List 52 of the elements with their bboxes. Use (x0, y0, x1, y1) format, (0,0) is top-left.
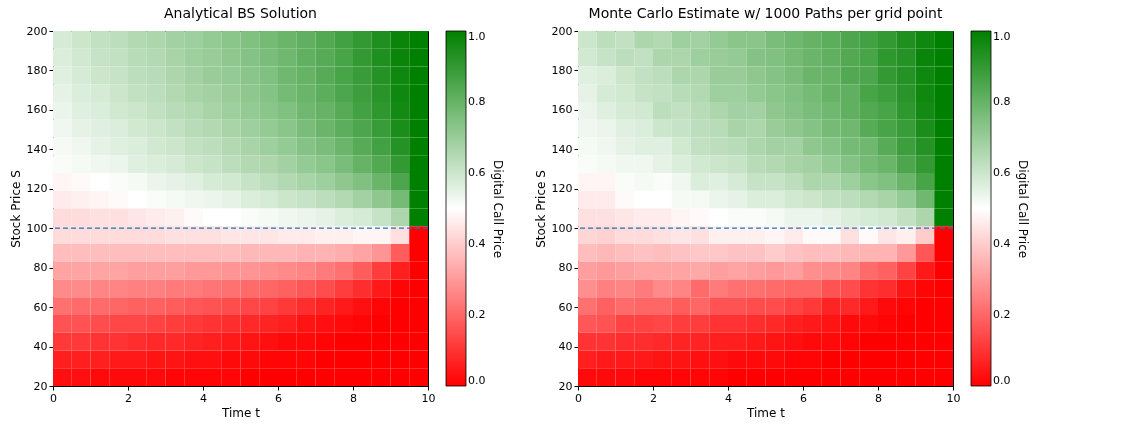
color-bar-title: Digital Call Price (1016, 159, 1030, 259)
y-tick-label: 120 (26, 182, 48, 196)
y-tick-label: 40 (33, 340, 48, 354)
color-bar-label: 0.0 (993, 374, 1011, 387)
color-bar-label: 0.0 (468, 374, 486, 387)
x-tick-label: 10 (421, 391, 436, 405)
y-tick-label: 140 (551, 142, 573, 156)
y-tick-label: 160 (551, 103, 573, 117)
y-tick-label: 80 (558, 261, 573, 275)
y-axis-title: Stock Price S (533, 170, 548, 248)
y-tick-label: 20 (33, 379, 48, 393)
y-tick-label: 180 (26, 63, 48, 77)
x-tick-label: 8 (875, 391, 882, 405)
color-bar-label: 1.0 (468, 30, 486, 43)
y-tick-label: 80 (33, 261, 48, 275)
y-tick-label: 120 (551, 182, 573, 196)
y-tick-label: 180 (551, 63, 573, 77)
x-tick-label: 0 (50, 391, 57, 405)
y-tick-label: 100 (551, 221, 573, 235)
color-bar-label: 0.6 (468, 166, 486, 179)
y-tick-label: 140 (26, 142, 48, 156)
x-tick-label: 6 (275, 391, 282, 405)
y-tick-label: 160 (26, 103, 48, 117)
y-tick-label: 20 (558, 379, 573, 393)
color-bar-label: 0.4 (993, 237, 1011, 250)
x-tick-label: 4 (725, 391, 732, 405)
color-bar-label: 0.2 (993, 308, 1011, 321)
chart-title: Monte Carlo Estimate w/ 1000 Paths per grid point (588, 5, 943, 21)
x-tick-label: 0 (575, 391, 582, 405)
y-tick-label: 60 (558, 300, 573, 314)
x-tick-label: 10 (946, 391, 961, 405)
y-tick-label: 200 (26, 24, 48, 38)
x-axis-title: Time t (746, 405, 786, 420)
color-bar-label: 0.4 (468, 237, 486, 250)
color-bar-label: 0.8 (993, 95, 1011, 108)
color-bar-label: 0.2 (468, 308, 486, 321)
y-tick-label: 60 (33, 300, 48, 314)
x-tick-label: 2 (125, 391, 132, 405)
y-axis-title: Stock Price S (8, 170, 23, 248)
chart-title: Analytical BS Solution (164, 5, 317, 21)
y-tick-label: 200 (551, 24, 573, 38)
x-tick-label: 8 (350, 391, 357, 405)
color-bar-title: Digital Call Price (491, 159, 505, 259)
x-tick-label: 2 (650, 391, 657, 405)
y-tick-label: 100 (26, 221, 48, 235)
x-tick-label: 4 (200, 391, 207, 405)
color-bar-label: 0.6 (993, 166, 1011, 179)
color-bar-label: 1.0 (993, 30, 1011, 43)
color-bar-label: 0.8 (468, 95, 486, 108)
x-axis-title: Time t (221, 405, 261, 420)
y-tick-label: 40 (558, 340, 573, 354)
x-tick-label: 6 (800, 391, 807, 405)
